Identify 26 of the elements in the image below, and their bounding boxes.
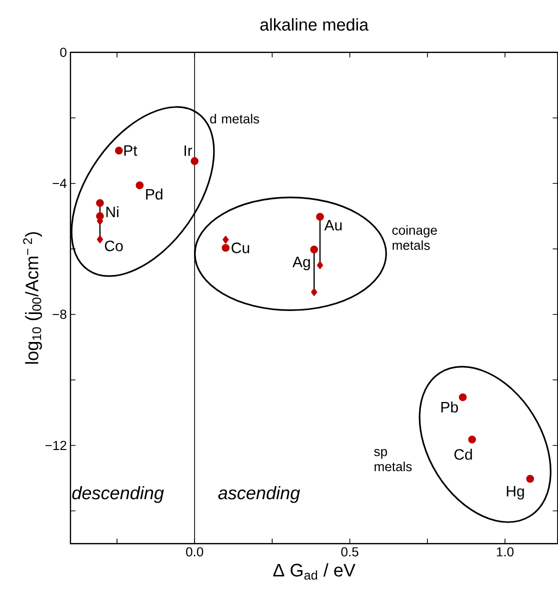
- annotation: Hg: [506, 486, 524, 500]
- annotation: d metals: [210, 114, 259, 124]
- x-axis-title: Δ G$_{ad}$ / eV: [273, 563, 356, 580]
- annotation: Cd: [454, 448, 472, 460]
- x-tick-label: 0.0: [186, 547, 203, 556]
- y-tick-label: 0: [60, 48, 66, 57]
- annotation: Ag: [292, 256, 310, 270]
- y-tick-label: −8: [52, 310, 66, 319]
- annotation: Cu: [231, 242, 249, 254]
- annotation: Pb: [441, 401, 458, 413]
- annotation: coinage metals: [392, 225, 437, 250]
- chart-title: alkaline media: [260, 18, 368, 31]
- x-tick-label: 1.0: [496, 547, 514, 556]
- y-tick-label: −12: [45, 440, 66, 450]
- y-tick-label: −4: [52, 178, 66, 188]
- annotation: ascending: [218, 486, 300, 503]
- y-axis-title: log$_{10}$ (j$_{00}$/Acm$^{− 2}$): [22, 232, 42, 364]
- x-tick-label: 0.5: [341, 547, 358, 556]
- annotation: Pt: [124, 145, 137, 156]
- annotation: Ni: [106, 206, 118, 218]
- annotation: Pd: [146, 188, 162, 200]
- annotation: Ir: [184, 146, 192, 156]
- annotation: descending: [72, 486, 164, 503]
- annotation: sp metals: [374, 449, 412, 472]
- annotation: Co: [104, 240, 123, 252]
- annotation: Au: [324, 220, 342, 230]
